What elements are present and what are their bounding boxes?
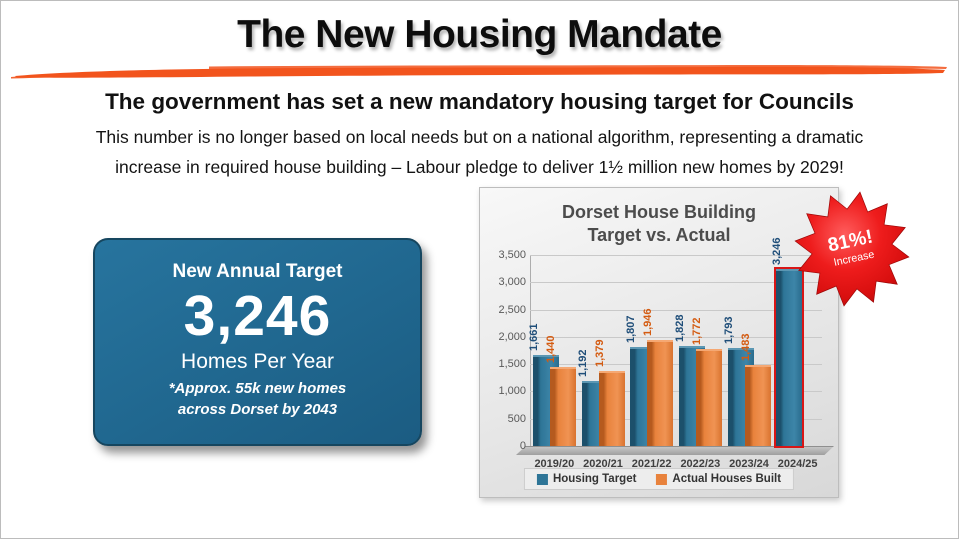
bar-value-label: 1,483 [739,333,752,362]
bar-value-label: 1,946 [642,308,655,336]
x-tick-label: 2023/24 [729,458,769,470]
chart-panel: Dorset House Building Target vs. Actual … [479,187,839,498]
gridline [530,336,822,338]
y-tick-label: 3,000 [498,276,526,289]
starburst-icon: 81%! Increase [794,191,910,307]
slide-subtitle: The government has set a new mandatory h… [105,89,854,114]
gridline [530,309,822,311]
increase-badge: 81%! Increase [791,188,913,310]
card-unit: Homes Per Year [181,350,334,373]
gridline [530,364,822,366]
x-tick-label: 2020/21 [583,458,623,470]
bar-target-2024/25 [774,266,805,448]
legend-label: Housing Target [552,473,637,485]
card-note: *Approx. 55k new homes across Dorset by … [95,378,420,420]
chart-legend: Housing Target Actual Houses Built [523,468,795,490]
bar-value-label: 1,661 [528,323,540,352]
plot-area: 0 500 1,000 1,500 2,000 2,500 3,000 3,500 2019/2… [480,188,838,497]
annual-target-card: New Annual Target 3,246 Homes Per Year *… [93,238,422,446]
chart-floor [516,446,834,455]
brush-stroke-icon [11,64,947,79]
gridline [530,418,822,420]
y-tick-label: 0 [519,440,526,452]
page-title: The New Housing Mandate [237,13,722,56]
bar-value-label: 1,793 [722,316,735,345]
y-tick-label: 1,000 [498,385,526,398]
card-value: 3,246 [183,284,332,348]
bar-actual-2019/20 [550,367,576,446]
legend-item: Actual Houses Built [656,473,781,485]
bar-value-label: 1,379 [593,339,606,367]
chart-title-line1: Dorset House Building [561,202,756,222]
slide-body-text: This number is no longer based on local … [71,122,888,182]
bar-actual-2022/23 [696,349,722,446]
x-tick-label: 2021/22 [631,458,672,470]
y-tick-label: 3,500 [498,249,526,261]
brush-stroke-divider [9,61,951,81]
legend-swatch [536,473,548,485]
bar-value-label: 1,440 [545,335,557,364]
y-tick-label: 2,500 [498,303,526,316]
bar-actual-2023/24 [744,365,771,446]
card-note-line1: *Approx. 55k new homes [168,380,347,397]
slide-body-line2: increase in required house building – La… [115,157,844,177]
card-note-line2: across Dorset by 2043 [177,401,338,418]
gridline [530,255,822,256]
legend-item: Housing Target [536,473,637,485]
bar-value-label: 1,772 [691,317,703,346]
y-tick-label: 2,000 [498,330,526,343]
x-tick-label: 2024/25 [777,458,818,470]
chart-title-line2: Target vs. Actual [587,225,731,245]
card-heading: New Annual Target [172,261,343,282]
bar-value-label: 1,192 [576,349,589,377]
y-axis-line [530,255,531,446]
bar-actual-2020/21 [598,370,625,446]
bar-value-label: 3,246 [771,237,784,265]
x-tick-label: 2022/23 [680,458,721,470]
bar-value-label: 1,807 [625,315,638,344]
legend-label: Actual Houses Built [672,473,782,485]
chart-title: Dorset House Building Target vs. Actual [480,201,838,247]
x-tick-label: 2019/20 [534,458,575,470]
y-tick-label: 500 [507,412,526,425]
legend-swatch [656,473,668,485]
gridline [530,282,822,284]
bar-actual-2021/22 [647,339,674,446]
y-tick-label: 1,500 [498,358,526,371]
slide-body-line1: This number is no longer based on local … [95,127,864,147]
bar-value-label: 1,828 [674,314,686,343]
gridline [530,391,822,393]
